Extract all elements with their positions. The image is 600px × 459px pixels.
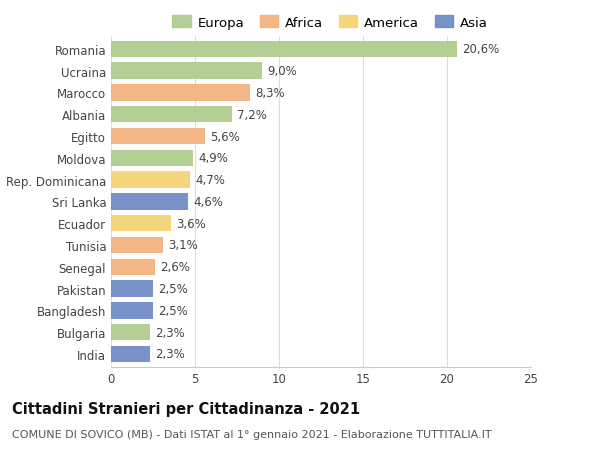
Bar [111, 216, 172, 232]
Bar [111, 129, 205, 145]
Bar [111, 107, 232, 123]
Bar [111, 237, 163, 253]
Bar [111, 302, 153, 319]
Text: 7,2%: 7,2% [237, 108, 267, 122]
Bar [111, 281, 153, 297]
Text: 8,3%: 8,3% [256, 87, 285, 100]
Text: COMUNE DI SOVICO (MB) - Dati ISTAT al 1° gennaio 2021 - Elaborazione TUTTITALIA.: COMUNE DI SOVICO (MB) - Dati ISTAT al 1°… [12, 429, 491, 439]
Bar [111, 151, 193, 167]
Bar [111, 194, 188, 210]
Bar [111, 259, 155, 275]
Text: Cittadini Stranieri per Cittadinanza - 2021: Cittadini Stranieri per Cittadinanza - 2… [12, 402, 360, 417]
Bar [111, 85, 250, 101]
Bar [111, 172, 190, 188]
Text: 3,6%: 3,6% [176, 217, 206, 230]
Text: 9,0%: 9,0% [267, 65, 297, 78]
Text: 2,5%: 2,5% [158, 282, 188, 296]
Bar [111, 42, 457, 58]
Text: 4,9%: 4,9% [199, 152, 228, 165]
Text: 4,6%: 4,6% [193, 196, 223, 208]
Text: 2,3%: 2,3% [155, 347, 184, 361]
Text: 2,6%: 2,6% [160, 261, 190, 274]
Bar [111, 346, 149, 362]
Bar [111, 324, 149, 341]
Text: 4,7%: 4,7% [195, 174, 225, 187]
Bar [111, 63, 262, 80]
Legend: Europa, Africa, America, Asia: Europa, Africa, America, Asia [170, 13, 490, 32]
Text: 2,3%: 2,3% [155, 326, 184, 339]
Text: 3,1%: 3,1% [168, 239, 198, 252]
Text: 5,6%: 5,6% [210, 130, 240, 143]
Text: 20,6%: 20,6% [462, 43, 499, 56]
Text: 2,5%: 2,5% [158, 304, 188, 317]
